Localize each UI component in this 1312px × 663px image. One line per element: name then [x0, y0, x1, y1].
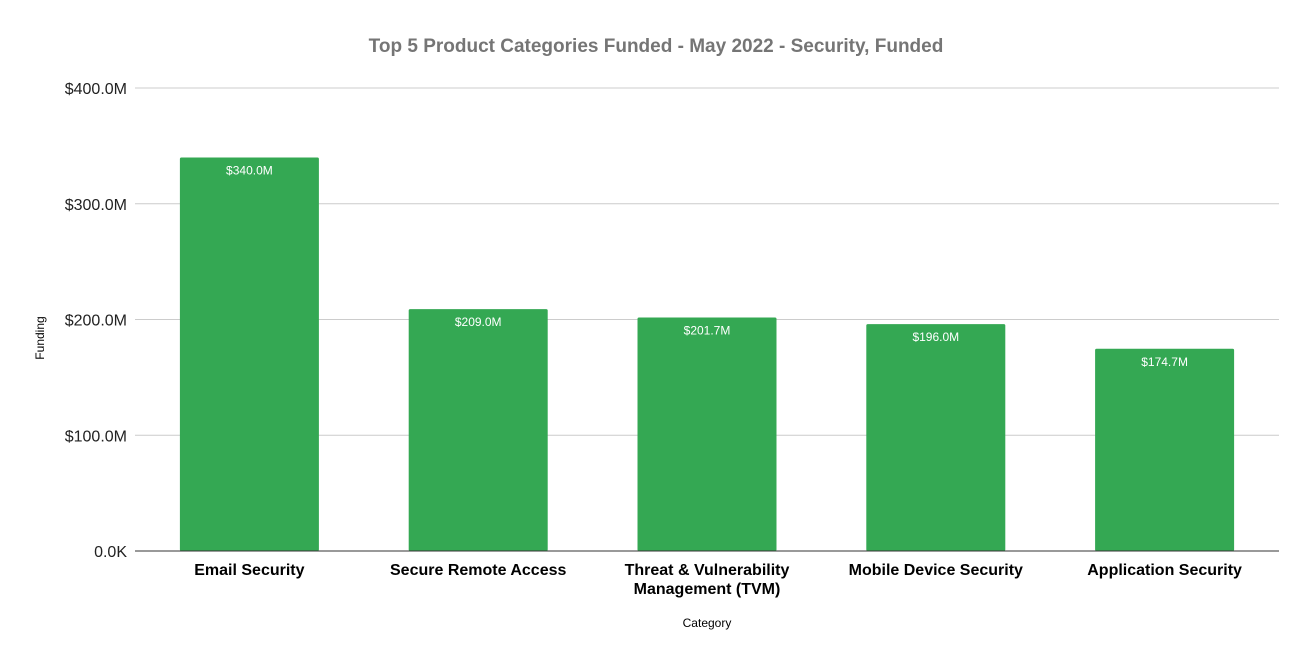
bar: [866, 324, 1006, 551]
bar: [408, 309, 548, 551]
bar: [1095, 348, 1235, 551]
y-tick-label: $100.0M: [65, 428, 127, 445]
x-axis-tick-labels: Email Security Secure Remote Access Threat…: [194, 562, 1242, 598]
bar: [179, 157, 319, 551]
y-tick-label: $400.0M: [65, 81, 127, 98]
bars: [179, 157, 1235, 551]
chart-title: Top 5 Product Categories Funded - May 20…: [369, 36, 944, 57]
x-tick-label: Secure Remote Access: [390, 562, 566, 579]
data-label: $174.7M: [1141, 355, 1188, 369]
y-tick-label: $200.0M: [65, 313, 127, 330]
x-tick-label: Email Security: [194, 562, 304, 579]
data-label: $201.7M: [684, 324, 731, 338]
x-tick-label: Threat & Vulnerability Management (TVM): [625, 562, 790, 598]
x-tick-label: Application Security: [1087, 562, 1242, 579]
bar: [637, 317, 777, 551]
y-tick-label: 0.0K: [94, 544, 127, 561]
x-axis-title: Category: [683, 616, 732, 630]
y-tick-label: $300.0M: [65, 197, 127, 214]
data-label: $340.0M: [226, 163, 273, 177]
data-label: $196.0M: [912, 330, 959, 344]
data-label: $209.0M: [455, 315, 502, 329]
data-labels: $340.0M $209.0M $201.7M $196.0M $174.7M: [226, 163, 1188, 368]
y-axis-title: Funding: [33, 316, 47, 359]
y-axis-tick-labels: 0.0K $100.0M $200.0M $300.0M $400.0M: [65, 81, 128, 561]
x-tick-label: Mobile Device Security: [849, 562, 1023, 579]
